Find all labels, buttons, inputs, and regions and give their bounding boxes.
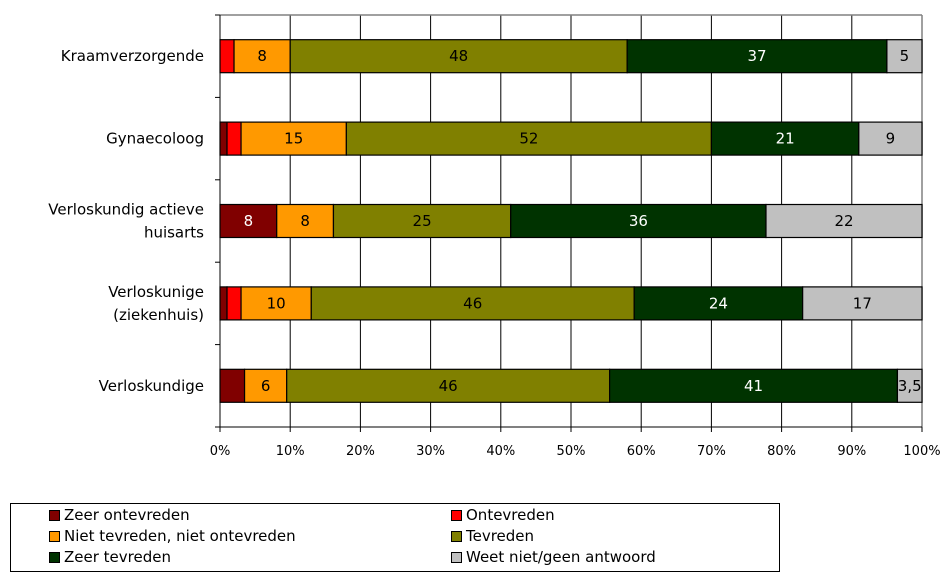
bar-segment <box>240 286 312 321</box>
data-label: 10 <box>267 294 286 312</box>
bar-segment <box>226 286 242 321</box>
category-label: (ziekenhuis) <box>113 306 204 324</box>
data-label: 5 <box>900 47 910 65</box>
data-label: 8 <box>244 212 254 230</box>
x-tick-label: 30% <box>416 444 445 459</box>
x-tick-label: 80% <box>767 444 796 459</box>
bar-segment <box>219 39 235 74</box>
legend-item: Tevreden <box>451 527 534 545</box>
x-tick-label: 90% <box>837 444 866 459</box>
data-label: 22 <box>834 212 853 230</box>
data-label: 8 <box>257 47 267 65</box>
legend: Zeer ontevreden Ontevreden Niet tevreden, … <box>10 503 780 572</box>
legend-label: Tevreden <box>466 527 535 545</box>
data-label: 9 <box>886 130 896 148</box>
data-label: 21 <box>776 130 795 148</box>
x-tick-label: 40% <box>486 444 515 459</box>
bar-segment <box>765 203 923 239</box>
legend-item: Niet tevreden, niet ontevreden <box>49 527 296 545</box>
bar-segment <box>710 121 860 156</box>
legend-item: Zeer ontevreden <box>49 506 190 524</box>
data-label: 3,5 <box>898 377 922 395</box>
category-label: huisarts <box>144 224 204 242</box>
x-tick-label: 60% <box>627 444 656 459</box>
legend-swatch <box>49 509 60 521</box>
bar-segment <box>219 203 278 239</box>
x-tick-label: 70% <box>697 444 726 459</box>
data-label: 46 <box>439 377 458 395</box>
legend-item: Weet niet/geen antwoord <box>451 548 656 566</box>
bar-segment <box>219 286 228 321</box>
category-label: Kraamverzorgende <box>61 47 204 65</box>
bar-segment <box>286 368 611 403</box>
category-label: Verloskundige <box>99 377 204 395</box>
legend-swatch <box>49 551 60 563</box>
data-label: 36 <box>629 212 648 230</box>
category-label: Verloskunige <box>108 283 204 301</box>
legend-label: Niet tevreden, niet ontevreden <box>64 527 296 545</box>
bar-segment <box>243 368 288 403</box>
legend-swatch <box>49 530 60 542</box>
bar-segment <box>219 121 228 156</box>
bar-segment <box>609 368 899 403</box>
stacked-bar-chart: 0% 10% 20% 30% 40% 50% 60% 70% 80% 90% 100% Kraamve… <box>48 14 941 459</box>
bar-segment <box>240 121 347 156</box>
data-label: 6 <box>261 377 271 395</box>
legend-item: Zeer tevreden <box>49 548 171 566</box>
x-tick-label: 100% <box>903 444 940 459</box>
x-tick-label: 10% <box>276 444 305 459</box>
legend-item: Ontevreden <box>451 506 555 524</box>
data-label: 8 <box>300 212 310 230</box>
bar-segment <box>233 39 291 74</box>
data-label: 41 <box>744 377 763 395</box>
category-label: Verloskundig actieve <box>48 201 204 219</box>
data-label: 48 <box>449 47 468 65</box>
data-label: 17 <box>853 294 872 312</box>
data-label: 25 <box>413 212 432 230</box>
x-tick-label: 0% <box>210 444 231 459</box>
legend-label: Ontevreden <box>466 506 555 524</box>
bar-segment <box>633 286 804 321</box>
data-label: 24 <box>709 294 728 312</box>
bar-segment <box>310 286 635 321</box>
legend-label: Zeer tevreden <box>64 548 171 566</box>
bar-segment <box>626 39 888 74</box>
bar-segment <box>886 39 923 74</box>
bar-segment <box>276 203 335 239</box>
x-tick-label: 20% <box>346 444 375 459</box>
legend-label: Weet niet/geen antwoord <box>466 548 656 566</box>
bar-segment <box>802 286 923 321</box>
x-tick-label: 50% <box>557 444 586 459</box>
legend-swatch <box>451 551 462 563</box>
data-label: 15 <box>284 130 303 148</box>
legend-swatch <box>451 530 462 542</box>
legend-swatch <box>451 509 462 521</box>
legend-label: Zeer ontevreden <box>64 506 190 524</box>
bar-segment <box>226 121 242 156</box>
bar-segment <box>219 368 246 403</box>
bar-segment <box>896 368 923 403</box>
data-label: 52 <box>519 130 538 148</box>
category-label: Gynaecoloog <box>106 130 204 148</box>
data-label: 37 <box>747 47 766 65</box>
data-label: 46 <box>463 294 482 312</box>
bar-segment <box>332 203 512 239</box>
bar-segment <box>858 121 923 156</box>
bar-segment <box>510 203 767 239</box>
